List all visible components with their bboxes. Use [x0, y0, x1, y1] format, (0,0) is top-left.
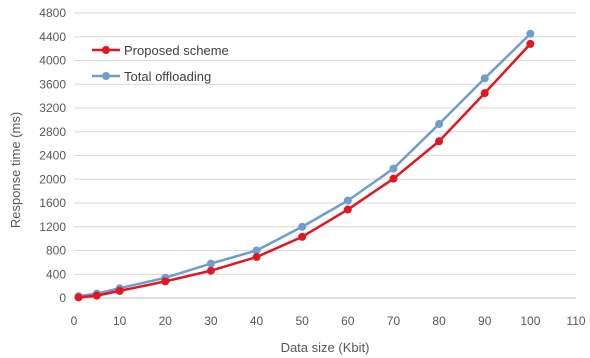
x-tick-label: 40	[250, 314, 264, 328]
legend-marker	[102, 72, 110, 80]
y-tick-label: 2800	[39, 125, 66, 139]
legend-item: Total offloading	[92, 69, 211, 84]
data-point	[526, 39, 535, 48]
x-tick-label: 10	[113, 314, 127, 328]
y-tick-label: 4000	[39, 54, 66, 68]
data-point	[526, 29, 535, 38]
data-point	[161, 277, 170, 286]
y-tick-label: 400	[46, 267, 66, 281]
x-tick-label: 50	[296, 314, 310, 328]
y-tick-label: 1600	[39, 196, 66, 210]
y-axis-title: Response time (ms)	[8, 112, 23, 228]
x-tick-label: 110	[566, 314, 585, 328]
x-tick-labels: 0 10 20 30 40 50 60 70 80 90 100 110	[71, 314, 586, 328]
data-point	[92, 291, 101, 300]
x-axis-title: Data size (Kbit)	[281, 340, 370, 355]
data-point	[206, 259, 215, 268]
data-point	[480, 74, 489, 83]
y-tick-label: 3600	[39, 77, 66, 91]
x-tick-label: 90	[478, 314, 492, 328]
x-tick-label: 70	[387, 314, 401, 328]
y-tick-label: 2000	[39, 172, 66, 186]
x-tick-label: 60	[341, 314, 355, 328]
data-point	[435, 120, 444, 129]
data-point	[115, 286, 124, 295]
y-tick-label: 4800	[39, 6, 66, 20]
x-tick-label: 80	[432, 314, 446, 328]
legend-label: Total offloading	[124, 69, 211, 84]
data-point	[252, 253, 261, 262]
legend-item: Proposed scheme	[92, 43, 229, 58]
data-point	[74, 293, 83, 302]
x-tick-label: 30	[204, 314, 218, 328]
y-tick-label: 0	[59, 291, 66, 305]
series-group	[74, 39, 535, 302]
data-point	[252, 246, 261, 255]
y-tick-label: 1200	[39, 220, 66, 234]
y-tick-label: 800	[46, 244, 66, 258]
gridlines	[74, 12, 576, 275]
legend-label: Proposed scheme	[124, 43, 229, 58]
x-tick-label: 100	[520, 314, 540, 328]
y-tick-label: 2400	[39, 149, 66, 163]
series-lines	[74, 29, 535, 302]
x-tick-label: 0	[71, 314, 78, 328]
data-point	[389, 174, 398, 183]
y-tick-label: 3200	[39, 101, 66, 115]
data-point	[298, 232, 307, 241]
y-tick-labels: 0 400 800 1200 1600 2000 2400 2800 3200 3600 4000 4…	[39, 6, 66, 305]
data-point	[206, 266, 215, 275]
data-point	[343, 205, 352, 214]
data-point	[480, 89, 489, 98]
y-tick-label: 4400	[39, 30, 66, 44]
data-point	[389, 164, 398, 173]
data-point	[343, 196, 352, 205]
data-point	[435, 137, 444, 146]
x-tick-label: 20	[159, 314, 173, 328]
data-point	[298, 222, 307, 231]
legend-marker	[102, 46, 110, 54]
legend: Proposed scheme Total offloading	[92, 43, 229, 84]
